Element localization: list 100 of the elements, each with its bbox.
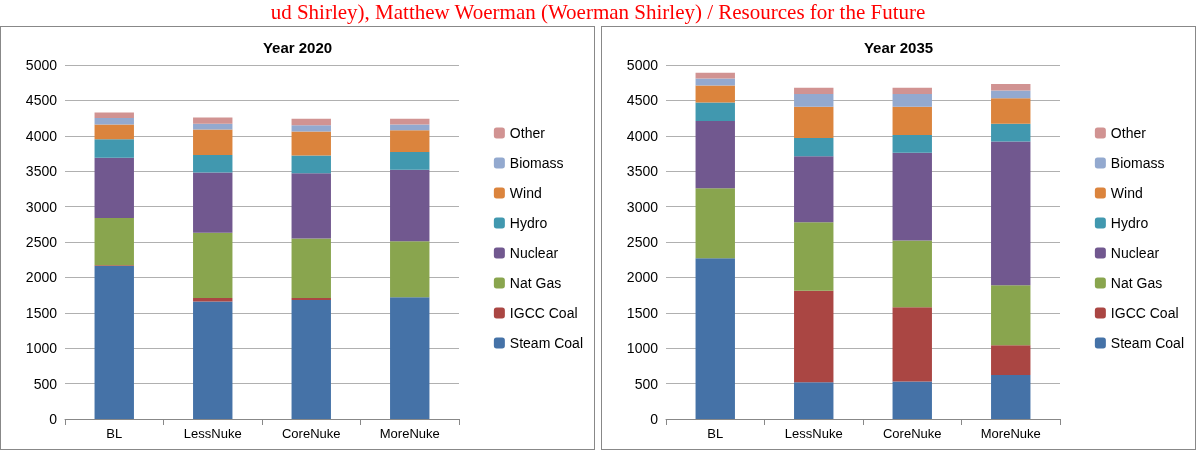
y-tick-label: 500 [634, 375, 659, 392]
y-tick-label: 3500 [25, 163, 58, 180]
bar [390, 124, 430, 131]
legend-label: Hydro [509, 215, 548, 231]
bar [695, 102, 735, 121]
bar [794, 106, 834, 138]
bar [193, 232, 233, 298]
legend-label: Steam Coal [509, 335, 584, 351]
bar [991, 285, 1031, 346]
bar [390, 169, 430, 242]
y-tick-label: 2000 [626, 269, 659, 286]
bar [892, 87, 932, 95]
chart-title: Year 2020 [262, 39, 333, 56]
bar [390, 130, 430, 153]
y-tick-label: 500 [33, 375, 58, 392]
bar [193, 117, 233, 124]
bar [291, 297, 331, 301]
y-tick-label: 0 [49, 411, 58, 427]
x-tick-label: LessNuke [784, 426, 843, 441]
legend-label: Steam Coal [1110, 335, 1185, 351]
bar [794, 137, 834, 157]
y-tick-label: 3500 [626, 163, 659, 180]
y-tick-label: 1000 [25, 340, 58, 357]
bar [291, 125, 331, 132]
bar [94, 112, 134, 119]
bar [892, 240, 932, 308]
bar [94, 139, 134, 158]
x-tick-label: MoreNuke [980, 426, 1041, 441]
bar [94, 217, 134, 266]
bar [892, 106, 932, 136]
y-tick-label: 2500 [25, 234, 58, 250]
bar [991, 90, 1031, 99]
bar [991, 375, 1031, 419]
bar [94, 124, 134, 140]
legend-label: Nat Gas [509, 275, 562, 291]
bar [291, 173, 331, 239]
y-tick-label: 2000 [25, 269, 58, 286]
x-tick-label: MoreNuke [379, 426, 440, 441]
legend-label: Biomass [1110, 155, 1165, 171]
bar [390, 297, 430, 419]
bar [892, 307, 932, 382]
x-tick-label: CoreNuke [281, 426, 341, 441]
bar [94, 118, 134, 125]
bar [794, 156, 834, 223]
bar [193, 301, 233, 419]
y-tick-label: 3000 [25, 198, 58, 215]
chart-title: Year 2035 [863, 39, 934, 56]
bar [291, 118, 331, 126]
bar [794, 382, 834, 419]
y-tick-label: 4500 [25, 92, 58, 109]
bar [794, 94, 834, 107]
legend-label: Nuclear [509, 245, 559, 261]
legend-label: Nat Gas [1110, 275, 1163, 291]
x-tick-label: BL [707, 426, 724, 441]
bar [291, 300, 331, 419]
bar [695, 258, 735, 419]
y-tick-label: 5000 [626, 57, 659, 73]
bar [892, 152, 932, 241]
y-tick-label: 1500 [25, 304, 58, 321]
bar [991, 345, 1031, 376]
bar [695, 85, 735, 103]
legend-label: IGCC Coal [509, 305, 578, 321]
y-tick-label: 4000 [25, 127, 58, 144]
legend-label: Other [509, 125, 546, 141]
bar [390, 152, 430, 170]
legend-label: Wind [1110, 185, 1143, 201]
legend-label: Nuclear [1110, 245, 1160, 261]
legend-label: Biomass [509, 155, 564, 171]
y-tick-label: 2500 [626, 234, 659, 250]
bar [794, 87, 834, 95]
bar [291, 155, 331, 174]
bar [892, 381, 932, 419]
bar [193, 154, 233, 173]
y-tick-label: 1500 [626, 304, 659, 321]
bar [892, 135, 932, 153]
x-tick-label: BL [106, 426, 123, 441]
bar [991, 123, 1031, 142]
legend-label: Hydro [1110, 215, 1149, 231]
x-tick-label: CoreNuke [882, 426, 942, 441]
bar [193, 172, 233, 233]
legend-label: Other [1110, 125, 1147, 141]
bar [94, 157, 134, 218]
text: ud Shirley), Matthew Woerman (Woerman Shirley) / Resources for the Future [269, 0, 927, 24]
bar [94, 266, 134, 419]
y-tick-label: 3000 [626, 198, 659, 215]
y-tick-label: 1000 [626, 340, 659, 357]
bar [991, 141, 1031, 286]
bar [695, 120, 735, 189]
y-tick-label: 0 [650, 411, 659, 427]
bar [991, 84, 1031, 91]
bar [991, 98, 1031, 124]
bar [193, 129, 233, 155]
bar [695, 78, 735, 86]
bar [892, 94, 932, 107]
y-tick-label: 4000 [626, 127, 659, 144]
x-tick-label: LessNuke [183, 426, 242, 441]
y-tick-label: 5000 [25, 57, 58, 73]
bar [291, 131, 331, 156]
legend-label: IGCC Coal [1110, 305, 1179, 321]
bar [390, 241, 430, 298]
